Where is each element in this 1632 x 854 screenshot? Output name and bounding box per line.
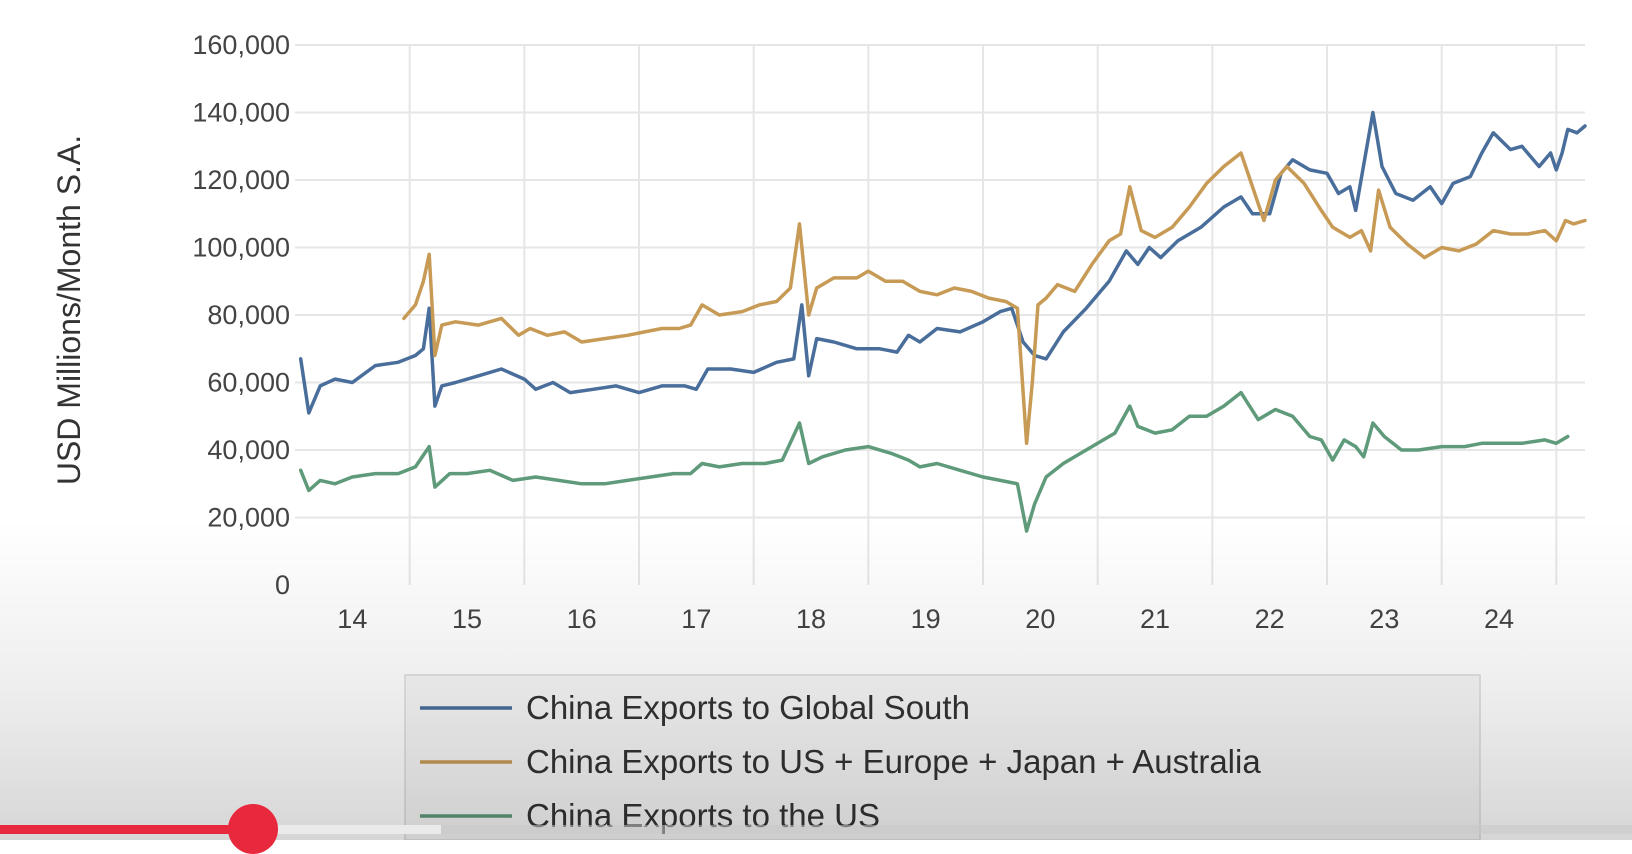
series-line (298, 110, 1587, 415)
y-tick-label: 60,000 (207, 368, 290, 398)
x-tick-label: 20 (1025, 604, 1055, 634)
y-tick-label: 120,000 (192, 165, 290, 195)
video-progress-bar[interactable] (0, 804, 1632, 854)
x-tick-label: 22 (1255, 604, 1285, 634)
legend-label: China Exports to US + Europe + Japan + A… (526, 743, 1261, 780)
y-tick-label: 160,000 (192, 30, 290, 60)
x-tick-label: 14 (337, 604, 367, 634)
legend-label: China Exports to Global South (526, 689, 970, 726)
x-tick-label: 15 (452, 604, 482, 634)
y-tick-label: 20,000 (207, 503, 290, 533)
y-tick-label: 40,000 (207, 435, 290, 465)
legend-box (404, 674, 1481, 840)
y-axis-title: USD Millions/Month S.A. (51, 135, 87, 485)
y-tick-label: 100,000 (192, 233, 290, 263)
x-tick-label: 19 (911, 604, 941, 634)
series-lines (298, 110, 1587, 533)
x-tick-label: 18 (796, 604, 826, 634)
gridlines (295, 44, 1585, 585)
y-tick-label: 140,000 (192, 98, 290, 128)
played-bar (0, 825, 253, 834)
y-tick-label: 80,000 (207, 300, 290, 330)
series-line (402, 151, 1587, 446)
series-line (298, 390, 1570, 533)
y-tick-label: 0 (275, 570, 290, 600)
x-tick-label: 21 (1140, 604, 1170, 634)
legend: China Exports to Global South China Expor… (404, 674, 1481, 840)
scrubber-handle[interactable] (227, 804, 278, 854)
x-tick-label: 24 (1484, 604, 1514, 634)
x-tick-labels: 14 15 16 17 18 19 20 21 22 23 24 (337, 604, 1514, 634)
x-tick-label: 23 (1369, 604, 1399, 634)
y-tick-labels: 0 20,000 40,000 60,000 80,000 100,000 120,000 1… (192, 30, 290, 600)
x-tick-label: 16 (567, 604, 597, 634)
x-tick-label: 17 (681, 604, 711, 634)
